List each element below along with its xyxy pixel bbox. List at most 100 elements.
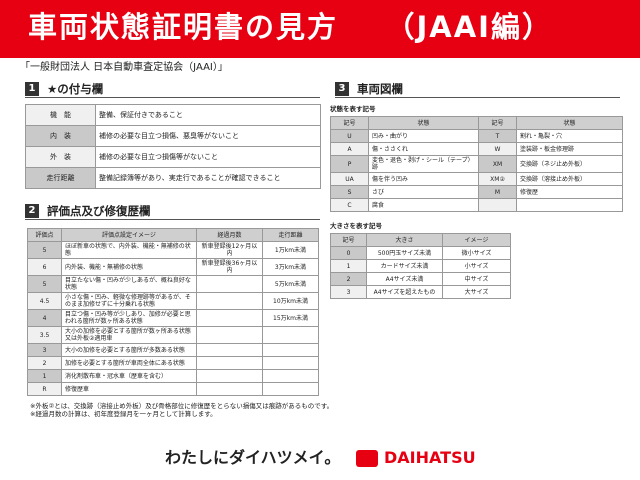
table-row: S さび M 修復歴 [330, 185, 623, 199]
daihatsu-mark-icon [356, 449, 378, 467]
table-row: 3 A4サイズを超えたもの 大サイズ [330, 285, 511, 299]
table-cell: 2 [330, 272, 367, 286]
table-cell: 3 [27, 343, 62, 357]
table-cell: 3.5 [27, 326, 62, 344]
table-cell: P [330, 155, 369, 173]
table-cell [196, 275, 263, 293]
section-number: 2 [25, 204, 39, 218]
table-cell: 内外装、機能・無補修の状態 [61, 258, 197, 276]
table-row: U 凹み・曲がり T 割れ・亀裂・穴 [330, 129, 623, 143]
table-cell [262, 326, 319, 344]
table-row: 走行距離 整備記録簿等があり、実走行であることが確認できること [25, 167, 321, 189]
table-cell: 1 [330, 259, 367, 273]
table-cell: 目立たない傷・凹みが少しあるが、概ね良好な状態 [61, 275, 197, 293]
table-cell: XM [478, 155, 517, 173]
table-cell: さび [368, 185, 479, 199]
table-row: 内 装補修の必要な目立つ損傷、悪臭等がないこと [25, 125, 321, 147]
notes: ※外板②とは、交換跡（溶接止め外板）及び骨格部位に修復歴をとらない損傷又は痕跡が… [30, 402, 620, 418]
table-cell: 1 [27, 369, 62, 383]
table-cell: 小サイズ [442, 259, 511, 273]
section-3-header: 3 車両図欄 [335, 81, 620, 98]
table-cell: 補修の必要な目立つ損傷等がないこと [95, 146, 321, 168]
page-title: 車両状態証明書の見方 （JAAI編） [0, 0, 640, 58]
left-column: 1 ★の付与欄 機 能整備、保証付きであること内 装補修の必要な目立つ損傷、悪臭等… [25, 81, 333, 418]
header-row: 評価点 評価点設定イメージ 経過月数 走行距離 [27, 228, 319, 242]
table-cell: 内 装 [25, 125, 96, 147]
header-row: 記号 状態 記号 状態 [330, 116, 623, 130]
table-row: 機 能整備、保証付きであること [25, 104, 321, 126]
table-cell: 新車登録後12ヶ月以内 [196, 241, 263, 259]
section-number: 1 [25, 82, 39, 96]
table-cell: 0 [330, 246, 367, 260]
table-cell [196, 369, 263, 383]
table-cell [262, 343, 319, 357]
table-row: 外 装補修の必要な目立つ損傷等がないこと [25, 146, 321, 168]
table-cell [196, 292, 263, 310]
table-cell: 凹み・曲がり [368, 129, 479, 143]
table-cell: UA [330, 172, 369, 186]
table-cell [516, 198, 623, 212]
note: ※経過月数の計算は、初年度登録月を一ヶ月として計算します。 [30, 410, 217, 418]
table-row: R 修復歴車 [27, 382, 319, 396]
table-row: A 傷・ささくれ W 塗装跡・板金修理跡 [330, 142, 623, 156]
section-2-header: 2 評価点及び修復歴欄 [25, 203, 320, 220]
table-cell: 目立つ傷・凹み等が少しあり、加修が必要と思われる箇所が数ヶ所ある状態 [61, 309, 197, 327]
table-cell: 10万km未満 [262, 292, 319, 310]
table-row: 4.5 小さな傷・凹み、軽微な修理跡等があるが、そのまま加修せずに十分乗れる状態 1… [27, 292, 319, 310]
table-cell: 消化剤散布車・冠水車（歴車を含む） [61, 369, 197, 383]
table-row: 1 カードサイズ未満 小サイズ [330, 259, 511, 273]
table-cell: 整備、保証付きであること [95, 104, 321, 126]
table-cell [196, 356, 263, 370]
table-cell: XM② [478, 172, 517, 186]
table-row: 3.5 大小の加修を必要とする箇所が数ヶ所ある状態又は外板②適用車 [27, 326, 319, 344]
organization-name: 「一般財団法人 日本自動車査定協会（JAAI）」 [20, 62, 228, 73]
column-header: 経過月数 [196, 228, 263, 242]
section-title: ★の付与欄 [47, 82, 104, 96]
table-cell: 大小の加修を必要とする箇所が数ヶ所ある状態又は外板②適用車 [61, 326, 197, 344]
table-cell: 6 [27, 258, 62, 276]
table-cell: 大サイズ [442, 285, 511, 299]
table-row: 0 500円玉サイズ未満 微小サイズ [330, 246, 511, 260]
column-header: イメージ [442, 233, 511, 247]
table-cell: 3 [330, 285, 367, 299]
table-cell: 交換跡（ネジ止め外板） [516, 155, 623, 173]
table-cell [196, 309, 263, 327]
table-cell: 15万km未満 [262, 309, 319, 327]
table-cell: 修復歴車 [61, 382, 197, 396]
table-cell: 整備記録簿等があり、実走行であることが確認できること [95, 167, 321, 189]
table-cell: 機 能 [25, 104, 96, 126]
star-table: 機 能整備、保証付きであること内 装補修の必要な目立つ損傷、悪臭等がないこと外 … [25, 104, 321, 189]
table-cell: 交換跡（溶接止め外板） [516, 172, 623, 186]
table-cell [478, 198, 517, 212]
table-cell [262, 369, 319, 383]
table-row: 4 目立つ傷・凹み等が少しあり、加修が必要と思われる箇所が数ヶ所ある状態 15万km… [27, 309, 319, 327]
table-row: P 変色・退色・剥げ・シール（テープ）跡 XM 交換跡（ネジ止め外板） [330, 155, 623, 173]
daihatsu-logo: DAIHATSU [356, 448, 476, 468]
table-cell: 5 [27, 275, 62, 293]
table-cell [196, 382, 263, 396]
table-cell: 修復歴 [516, 185, 623, 199]
table-row: UA 傷を伴う凹み XM② 交換跡（溶接止め外板） [330, 172, 623, 186]
table-row: 3 大小の加修を必要とする箇所が多数ある状態 [27, 343, 319, 357]
table-cell [196, 326, 263, 344]
table-cell: 3万km未満 [262, 258, 319, 276]
note: ※外板②とは、交換跡（溶接止め外板）及び骨格部位に修復歴をとらない損傷又は痕跡が… [30, 402, 334, 410]
table-cell: A4サイズを超えたもの [366, 285, 443, 299]
column-header: 状態 [368, 116, 479, 130]
table-cell [262, 356, 319, 370]
table-cell: 割れ・亀裂・穴 [516, 129, 623, 143]
column-header: 大きさ [366, 233, 443, 247]
table-row: 2 A4サイズ未満 中サイズ [330, 272, 511, 286]
table-row: 5 ほぼ新車の状態で、内外装、機能・無補修の状態 新車登録後12ヶ月以内 1万km未満 [27, 241, 319, 259]
table-row: C 腐食 [330, 198, 623, 212]
table-cell: 大小の加修を必要とする箇所が多数ある状態 [61, 343, 197, 357]
table-cell: S [330, 185, 369, 199]
table-cell: R [27, 382, 62, 396]
table-cell: 補修の必要な目立つ損傷、悪臭等がないこと [95, 125, 321, 147]
column-header: 記号 [330, 116, 369, 130]
table-cell: 5 [27, 241, 62, 259]
right-column: 3 車両図欄 状態を表す記号 記号 状態 記号 状態 U 凹み・曲がり T 割れ・亀裂・穴 A 傷・… [330, 81, 623, 299]
column-header: 評価点 [27, 228, 62, 242]
table-row: 5 目立たない傷・凹みが少しあるが、概ね良好な状態 5万km未満 [27, 275, 319, 293]
table-cell: 1万km未満 [262, 241, 319, 259]
